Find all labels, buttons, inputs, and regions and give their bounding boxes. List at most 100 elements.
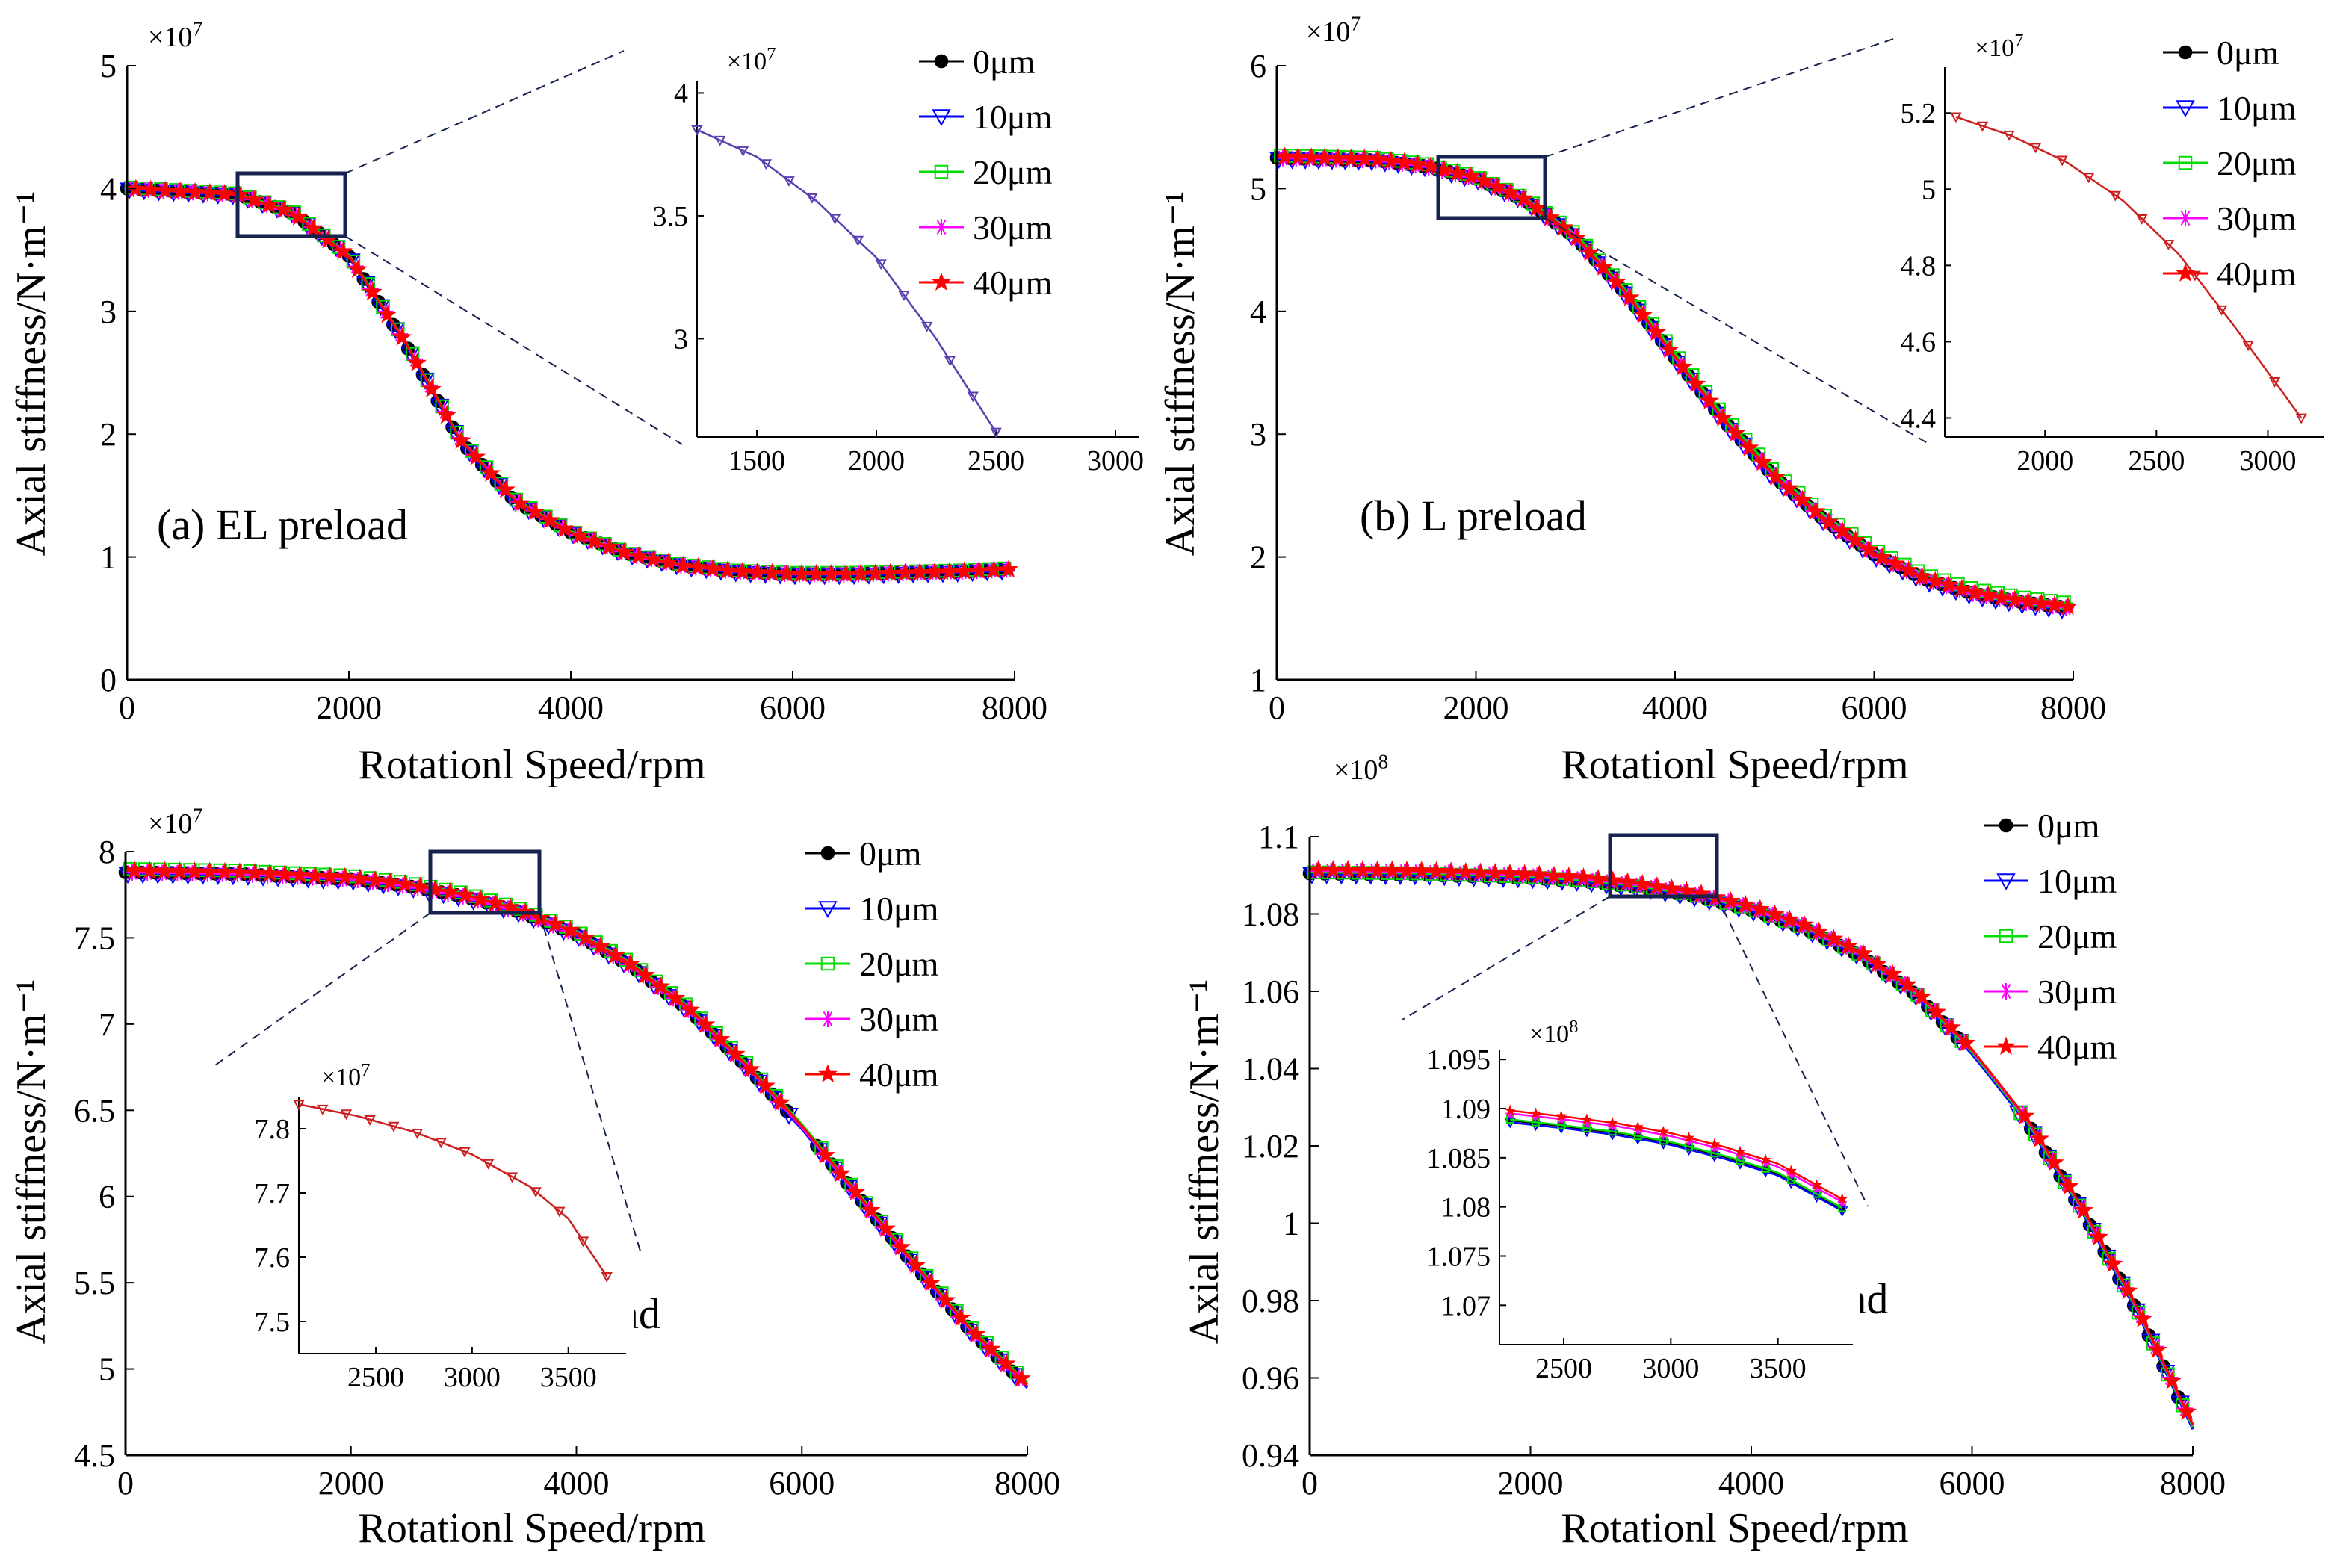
series-40μm: [126, 179, 1019, 583]
marker-triangle: [818, 901, 838, 919]
legend-item: 40μm: [1984, 1028, 2117, 1066]
marker-star: [1441, 861, 1461, 880]
inset-x-tick-label: 3000: [444, 1362, 501, 1393]
x-tick-label: 0: [1269, 690, 1285, 726]
y-tick-label: 7: [99, 1006, 115, 1043]
legend-item: 30μm: [805, 1000, 939, 1038]
inset-x-tick-label: 2500: [347, 1362, 404, 1393]
marker-star: [771, 1092, 790, 1111]
marker-star: [525, 501, 545, 521]
marker-star: [1734, 1145, 1746, 1157]
inset-y-tick-label: 7.5: [255, 1307, 291, 1338]
marker-star: [1759, 1153, 1771, 1165]
marker-star: [1939, 574, 1958, 594]
marker-star: [932, 272, 951, 291]
marker-star: [740, 1059, 761, 1078]
inset-series-line: [1510, 1109, 1843, 1200]
marker-square: [1999, 929, 2013, 943]
marker-star: [1951, 578, 1972, 598]
marker-star: [1686, 374, 1706, 393]
y-tick-label: 8: [99, 834, 115, 870]
marker-star: [1836, 1193, 1848, 1204]
marker-star: [1713, 408, 1733, 427]
inset-y-tick-label: 1.075: [1427, 1242, 1491, 1273]
marker-triangle: [1976, 121, 1989, 132]
marker-star: [1411, 861, 1431, 879]
marker-star: [1394, 152, 1414, 171]
marker-star: [1632, 873, 1653, 893]
legend-label: 40μm: [973, 264, 1053, 302]
marker-triangle: [2003, 130, 2015, 141]
marker-star: [1996, 1036, 2016, 1055]
marker-triangle: [2056, 155, 2068, 167]
marker-star: [1606, 1116, 1618, 1128]
marker-circle: [1999, 818, 2013, 833]
marker-star: [1544, 865, 1564, 884]
zoom-box: [1608, 833, 1719, 899]
y-tick-label: 1.08: [1242, 896, 1299, 933]
marker-star: [455, 884, 475, 904]
marker-star: [1898, 560, 1919, 579]
zoom-connector: [1716, 896, 1869, 1207]
marker-star: [599, 536, 619, 556]
marker-star: [1883, 964, 1902, 983]
marker-star: [470, 889, 490, 908]
marker-triangle: [2242, 341, 2254, 352]
marker-triangle: [530, 1187, 542, 1198]
marker-star: [2133, 1309, 2152, 1327]
inset-series-line: [696, 128, 997, 433]
legend-label: 10μm: [2217, 89, 2297, 127]
zoom-box: [235, 171, 347, 238]
legend-label: 0μm: [2217, 34, 2279, 72]
legend: 0μm 10μm 20μm 30μm 40μm: [1984, 807, 2117, 1066]
marker-asterisk: [2177, 210, 2194, 226]
inset-y-tick-label: 4.8: [1901, 250, 1937, 282]
inset-background: [1863, 52, 2331, 482]
marker-star: [1529, 864, 1550, 883]
legend-label: 30μm: [2037, 973, 2117, 1011]
marker-star: [2059, 1176, 2079, 1195]
marker-star: [1504, 1104, 1516, 1116]
marker-star: [643, 549, 663, 568]
inset-x-tick-label: 1500: [728, 445, 785, 477]
marker-star: [2045, 595, 2064, 613]
exponent-label: ×107: [1306, 13, 1361, 48]
y-tick-label: 0: [100, 662, 117, 698]
y-axis-label: Axial stiffness/N·m⁻¹: [8, 191, 55, 557]
x-tick-label: 8000: [994, 1465, 1060, 1502]
marker-star: [422, 379, 442, 398]
panel-title: (a) EL preload: [157, 501, 408, 549]
marker-star: [831, 1163, 851, 1183]
marker-star: [540, 510, 560, 529]
inset-y-tick-label: 1.085: [1427, 1143, 1491, 1174]
marker-triangle: [898, 291, 910, 302]
x-tick-label: 2000: [1443, 690, 1509, 726]
marker-star: [545, 914, 566, 933]
marker-star: [1736, 894, 1756, 914]
marker-star: [260, 864, 279, 882]
marker-star: [1885, 554, 1905, 572]
marker-star: [200, 182, 220, 202]
y-tick-label: 6: [1250, 48, 1266, 84]
inset-series-all: [1950, 112, 2307, 424]
inset-exponent-label: ×107: [727, 44, 776, 75]
marker-star: [1662, 878, 1682, 897]
marker-star: [846, 1182, 866, 1200]
inset-x-tick-label: 2500: [2128, 445, 2185, 477]
marker-star: [1618, 872, 1638, 891]
marker-star: [1753, 452, 1773, 471]
series-40μm: [125, 861, 1031, 1387]
marker-star: [303, 218, 324, 238]
marker-star: [688, 557, 708, 576]
marker-star: [185, 182, 205, 201]
marker-star: [1660, 339, 1680, 359]
legend-label: 10μm: [973, 98, 1053, 136]
inset-x-tick-label: 3000: [1642, 1353, 1699, 1384]
marker-star: [1461, 166, 1481, 185]
marker-star: [1872, 547, 1892, 565]
y-tick-label: 5: [99, 1351, 115, 1388]
x-tick-label: 6000: [760, 690, 826, 726]
marker-star: [1839, 936, 1858, 955]
marker-star: [1700, 391, 1720, 409]
